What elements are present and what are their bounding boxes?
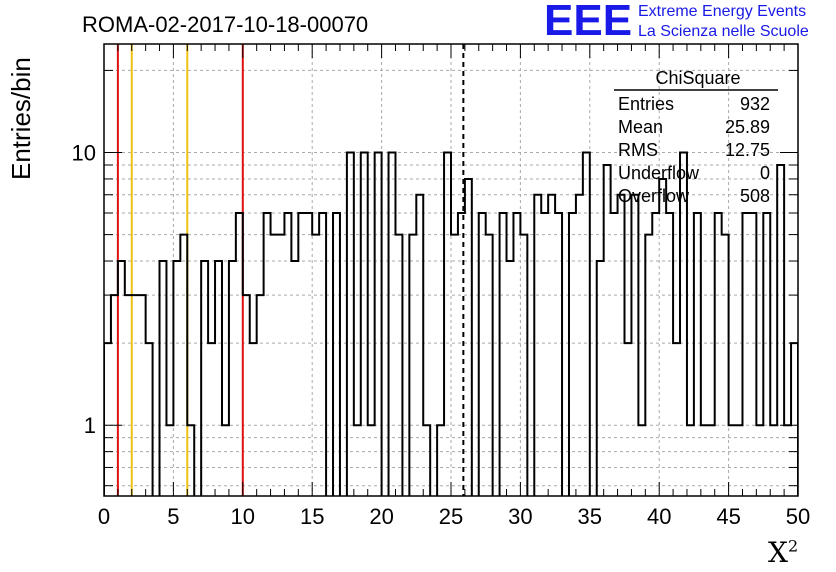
stats-row-value: 508: [740, 186, 770, 206]
marker-lines: [116, 44, 465, 496]
stats-row-value: 25.89: [725, 117, 770, 137]
logo-line-1: Extreme Energy Events: [638, 3, 807, 20]
x-axis-label: X2: [768, 536, 798, 569]
stats-row-label: Entries: [618, 94, 674, 114]
axis-tick-labels: 0 5 10 15 20 25 30 35 40 45 50 1 10: [72, 141, 811, 529]
stats-row-value: 932: [740, 94, 770, 114]
x-tick-label: 5: [167, 504, 179, 529]
stats-row-label: Overflow: [618, 186, 690, 206]
grid-lines: [104, 44, 798, 496]
x-tick-label: 15: [300, 504, 324, 529]
x-tick-label: 50: [786, 504, 810, 529]
stats-box-name: ChiSquare: [655, 68, 740, 88]
y-tick-label: 1: [84, 413, 96, 438]
axis-ticks: [103, 44, 799, 496]
x-tick-label: 25: [439, 504, 463, 529]
stats-box: ChiSquare Entries 932 Mean 25.89 RMS 12.75 Unde…: [614, 68, 778, 206]
logo-mark: EEE: [544, 0, 633, 45]
x-tick-label: 30: [508, 504, 532, 529]
x-tick-label: 40: [647, 504, 671, 529]
x-axis-label-superscript: 2: [787, 536, 799, 556]
x-tick-label: 20: [369, 504, 393, 529]
x-tick-label: 35: [578, 504, 602, 529]
stats-row-label: RMS: [618, 140, 658, 160]
logo-line-2: La Scienza nelle Scuole: [638, 23, 809, 40]
stats-row-value: 12.75: [725, 140, 770, 160]
stats-row-label: Underflow: [618, 163, 700, 183]
chart-title: ROMA-02-2017-10-18-00070: [82, 12, 369, 37]
stats-row-value: 0: [760, 163, 770, 183]
y-tick-label: 10: [72, 141, 96, 166]
x-tick-label: 0: [98, 504, 110, 529]
x-tick-label: 45: [716, 504, 740, 529]
x-axis-label-base: X: [768, 536, 788, 569]
x-tick-label: 10: [231, 504, 255, 529]
histogram-outline: [104, 151, 798, 496]
stats-row-label: Mean: [618, 117, 663, 137]
